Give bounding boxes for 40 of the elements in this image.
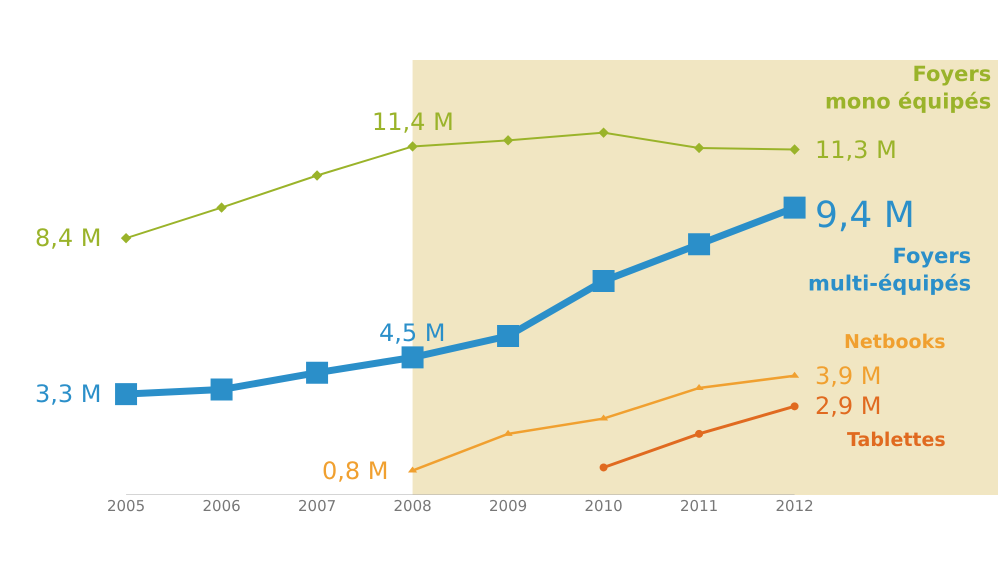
x-tick-label: 2005 — [106, 497, 146, 515]
x-tick-label: 2010 — [584, 497, 623, 515]
point — [312, 170, 322, 181]
data-label: 3,9 M — [815, 362, 882, 390]
point — [115, 383, 138, 406]
point — [600, 463, 608, 472]
point — [210, 378, 233, 401]
x-tick-label: 2006 — [202, 497, 241, 515]
point — [784, 196, 806, 219]
series-label: Foyers multi-équipés — [808, 244, 972, 296]
x-tick-label: 2007 — [298, 497, 336, 515]
point — [789, 144, 800, 155]
point — [694, 142, 704, 154]
text: Foyers mono équipés — [825, 62, 992, 114]
data-label: 0,8 M — [322, 457, 389, 485]
data-label: 8,4 M — [35, 224, 102, 252]
point — [120, 232, 132, 244]
point — [598, 127, 609, 138]
data-label: 11,3 M — [815, 136, 897, 164]
text: Tablettes — [847, 429, 946, 451]
point — [790, 402, 799, 410]
x-tick-label: 2011 — [680, 497, 718, 515]
point — [688, 233, 710, 256]
point — [502, 135, 514, 146]
point — [592, 270, 615, 292]
data-label: 11,4 M — [372, 108, 454, 136]
x-tick-label: 2008 — [393, 497, 432, 515]
data-label: 2,9 M — [815, 392, 882, 420]
point — [402, 346, 424, 368]
data-label: 9,4 M — [815, 195, 915, 236]
data-label: 4,5 M — [379, 319, 446, 347]
point — [695, 430, 704, 438]
point — [306, 362, 328, 384]
point — [407, 141, 418, 152]
x-tick-label: 2012 — [775, 497, 814, 515]
data-label: 3,3 M — [35, 380, 102, 408]
point — [216, 202, 227, 213]
point — [497, 325, 520, 348]
x-tick-label: 2009 — [488, 497, 528, 515]
text: Netbooks — [844, 331, 946, 353]
